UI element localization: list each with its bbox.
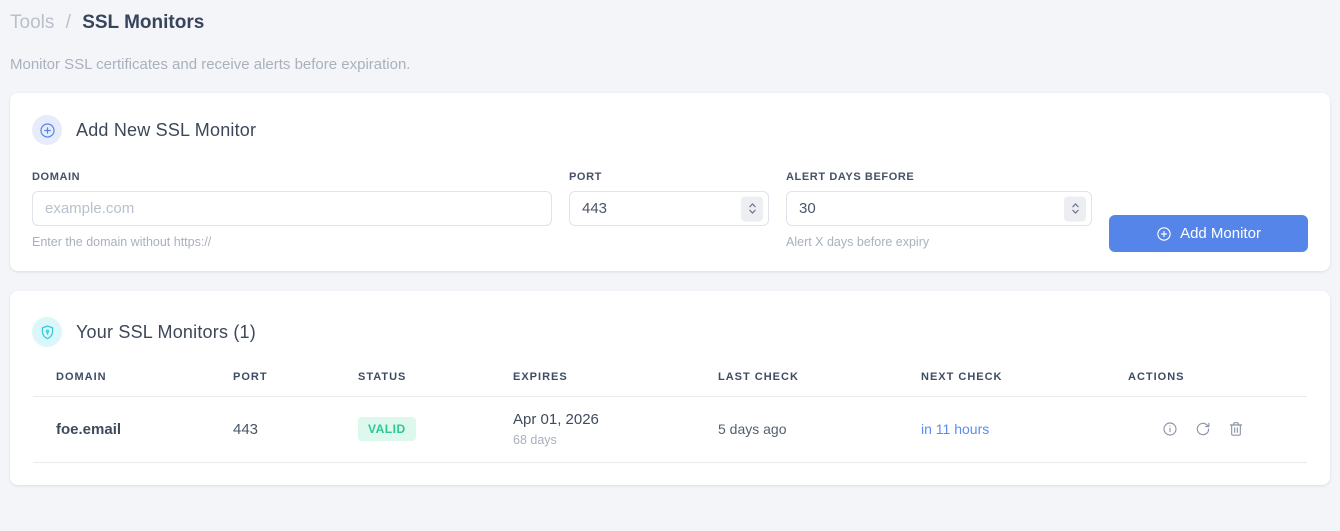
port-input[interactable] [569,191,769,226]
add-monitor-button-label: Add Monitor [1180,225,1261,242]
add-monitor-card: Add New SSL Monitor DOMAIN Enter the dom… [10,93,1330,271]
monitors-title: Your SSL Monitors (1) [76,321,256,342]
plus-circle-icon [32,115,62,145]
monitor-last-check: 5 days ago [718,421,787,437]
col-header-status: STATUS [358,371,407,383]
info-icon [1163,422,1177,436]
col-header-expires: EXPIRES [513,371,568,383]
plus-circle-icon [1157,226,1171,241]
monitor-status-cell: VALID [358,417,513,441]
delete-button[interactable] [1228,421,1244,437]
col-header-next-check: NEXT CHECK [921,371,1003,383]
table-row: foe.email 443 VALID Apr 01, 2026 68 days… [33,397,1307,463]
alert-days-input[interactable] [786,191,1092,226]
alert-days-helper: Alert X days before expiry [786,235,930,249]
page-subtitle: Monitor SSL certificates and receive ale… [10,56,411,73]
refresh-icon [1196,422,1210,436]
col-header-actions: ACTIONS [1128,371,1185,383]
alert-days-stepper[interactable] [1064,196,1086,221]
monitor-expires-date: Apr 01, 2026 [513,411,599,428]
monitors-header: Your SSL Monitors (1) [10,317,1330,347]
shield-lock-icon [32,317,62,347]
breadcrumb-tools[interactable]: Tools [10,12,55,33]
col-header-domain: DOMAIN [56,371,107,383]
page: Tools / SSL Monitors Monitor SSL certifi… [10,8,1330,485]
port-stepper[interactable] [741,196,763,221]
status-badge: VALID [358,417,416,441]
trash-icon [1229,422,1243,436]
table-header-row: DOMAIN PORT STATUS EXPIRES LAST CHECK NE… [33,371,1307,397]
col-header-port: PORT [233,371,268,383]
monitor-port: 443 [233,420,259,438]
breadcrumb: Tools / SSL Monitors [10,8,1330,34]
monitor-domain: foe.email [56,420,122,438]
page-title: SSL Monitors [82,12,205,33]
add-monitor-form: DOMAIN Enter the domain without https://… [32,171,1308,252]
domain-field-group: DOMAIN Enter the domain without https:// [32,171,552,249]
monitors-card: Your SSL Monitors (1) DOMAIN PORT STATUS… [10,291,1330,485]
alert-days-label: ALERT DAYS BEFORE [786,171,915,183]
domain-label: DOMAIN [32,171,81,183]
add-monitor-button[interactable]: Add Monitor [1109,215,1308,252]
info-button[interactable] [1162,421,1178,437]
domain-input[interactable] [32,191,552,226]
monitor-next-check: in 11 hours [921,421,990,437]
port-field-group: PORT [569,171,769,249]
monitors-table: DOMAIN PORT STATUS EXPIRES LAST CHECK NE… [33,371,1307,463]
monitor-actions [1128,421,1307,437]
monitor-expires-days: 68 days [513,433,557,447]
add-monitor-header: Add New SSL Monitor [32,115,1308,145]
domain-helper: Enter the domain without https:// [32,235,212,249]
monitor-expires-cell: Apr 01, 2026 68 days [513,411,718,447]
col-header-last-check: LAST CHECK [718,371,799,383]
alert-days-field-group: ALERT DAYS BEFORE Alert X days before ex… [786,171,1092,249]
port-label: PORT [569,171,602,183]
breadcrumb-separator: / [65,12,71,33]
refresh-button[interactable] [1195,421,1211,437]
add-monitor-title: Add New SSL Monitor [76,119,257,140]
